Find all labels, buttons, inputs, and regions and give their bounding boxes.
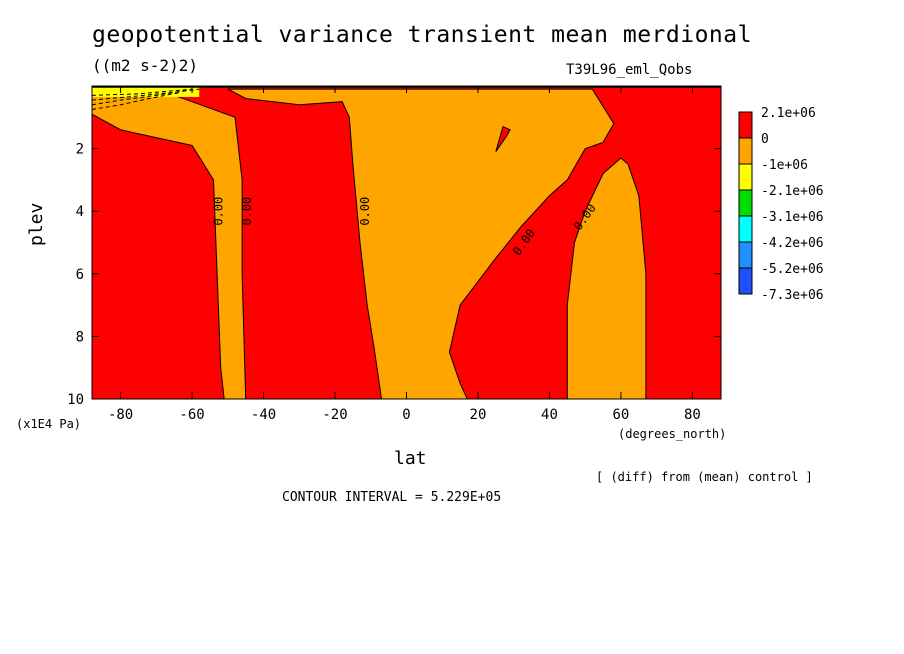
colorbar-swatch <box>738 241 753 269</box>
x-tick-label: 40 <box>541 407 558 423</box>
contour-region-positive <box>495 126 511 152</box>
contour-region-negative <box>566 157 647 400</box>
contour-region-negative <box>227 88 615 400</box>
negative-core-fill <box>92 86 200 97</box>
colorbar-label: 2.1e+06 <box>761 106 816 121</box>
colorbar-label: -2.1e+06 <box>761 184 824 199</box>
x-axis-label: lat <box>394 448 427 469</box>
x-tick-label: -80 <box>108 407 133 423</box>
contour-label: 0.00 <box>358 197 372 226</box>
dashed-contour-line <box>91 90 186 106</box>
colorbar-label: -7.3e+06 <box>761 288 824 303</box>
contour-label: 0.00 <box>211 197 225 226</box>
contour-label: 0.00 <box>240 197 254 226</box>
colorbar-swatch <box>738 163 753 191</box>
colorbar-swatch <box>738 215 753 243</box>
dashed-contour-line <box>91 88 200 101</box>
x-axis-units: (degrees_north) <box>618 427 727 441</box>
colorbar-label: -4.2e+06 <box>761 236 824 251</box>
x-tick-label: -40 <box>251 407 276 423</box>
colorbar-label: -3.1e+06 <box>761 210 824 225</box>
colorbar-label: -5.2e+06 <box>761 262 824 277</box>
y-tick-label: 2 <box>76 142 84 158</box>
colorbar-swatch <box>738 137 753 165</box>
dashed-contour-line <box>91 88 193 96</box>
contour-interval: CONTOUR INTERVAL = 5.229E+05 <box>282 490 502 505</box>
run-name: T39L96_eml_Qobs <box>566 62 693 78</box>
y-tick-label: 4 <box>76 204 84 220</box>
dashed-contour-line <box>91 91 182 110</box>
y-axis-units: (x1E4 Pa) <box>16 417 82 431</box>
x-tick-label: -60 <box>179 407 204 423</box>
y-tick-label: 8 <box>76 329 84 345</box>
colorbar-swatch <box>738 189 753 217</box>
x-tick-label: 0 <box>402 407 410 423</box>
diff-note: [ (diff) from (mean) control ] <box>596 470 813 484</box>
colorbar-label: 0 <box>761 132 769 147</box>
x-tick-label: 80 <box>684 407 701 423</box>
colorbar-swatch <box>738 267 753 295</box>
y-axis-label: plev <box>26 202 47 246</box>
x-tick-label: -20 <box>322 407 347 423</box>
x-tick-label: 60 <box>613 407 630 423</box>
colorbar-label: -1e+06 <box>761 158 808 173</box>
colorbar-swatch <box>738 111 753 139</box>
y-tick-label: 6 <box>76 267 84 283</box>
y-tick-label: 10 <box>67 392 84 408</box>
chart-title: geopotential variance transient mean mer… <box>92 22 752 48</box>
x-tick-label: 20 <box>470 407 487 423</box>
chart-units: ((m2 s-2)2) <box>92 56 198 75</box>
